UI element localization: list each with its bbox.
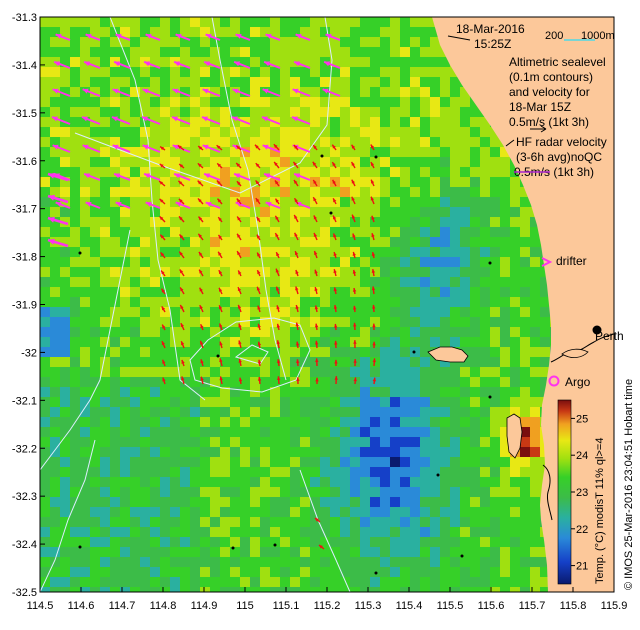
x-tick-label: 114.6 bbox=[68, 600, 95, 612]
y-tick-label: -31.6 bbox=[12, 156, 37, 168]
alt-legend-line-3: and velocity for bbox=[509, 85, 590, 99]
x-tick-label: 115.5 bbox=[437, 600, 464, 612]
argo-circle-icon bbox=[548, 375, 560, 387]
y-axis: -31.3 -31.4 -31.5 -31.6 -31.7 -31.8 -31.9 -32 -3… bbox=[12, 12, 45, 599]
x-tick-label: 115 bbox=[236, 600, 254, 612]
y-tick-label: -31.4 bbox=[12, 60, 37, 72]
swan-river bbox=[550, 333, 614, 363]
perth-dot-icon bbox=[592, 325, 602, 335]
x-tick-label: 115.8 bbox=[560, 600, 587, 612]
scale-unit: 1000m bbox=[581, 30, 615, 42]
alt-legend-line-5: 0.5m/s (1kt 3h) bbox=[509, 115, 589, 129]
altimetry-legend: Altimetric sealevel (0.1m contours) and … bbox=[509, 55, 606, 133]
y-tick-label: -32.3 bbox=[12, 491, 37, 503]
x-tick-label: 115.4 bbox=[396, 600, 423, 612]
perth-marker: Perth bbox=[592, 325, 624, 343]
drifter-legend: drifter bbox=[541, 254, 587, 268]
x-tick-label: 114.8 bbox=[150, 600, 177, 612]
alt-legend-line-1: Altimetric sealevel bbox=[509, 55, 606, 69]
y-tick-label: -31.8 bbox=[12, 252, 37, 264]
x-tick-label: 115.3 bbox=[355, 600, 382, 612]
y-tick-label: -31.7 bbox=[12, 204, 37, 216]
y-tick-label: -32.4 bbox=[12, 539, 37, 551]
header-annotation: 18-Mar-2016 15:25Z 200 1000m bbox=[447, 22, 615, 51]
header-date: 18-Mar-2016 bbox=[456, 22, 525, 36]
hf-legend-pointer bbox=[505, 139, 515, 147]
scale-label: 200 bbox=[545, 30, 563, 42]
y-tick-label: -32.1 bbox=[12, 395, 37, 407]
y-tick-label: -32.2 bbox=[12, 443, 37, 455]
peel-estuary bbox=[542, 464, 553, 521]
alt-legend-line-4: 18-Mar 15Z bbox=[509, 100, 571, 114]
y-tick-label: -31.9 bbox=[12, 300, 37, 312]
hf-legend-line-3: 0.5m/s (1kt 3h) bbox=[514, 165, 594, 179]
colorbar-label: Temp. (°C) modisT 11% ql>=4 bbox=[594, 438, 606, 584]
colorbar-tick-label: 25 bbox=[576, 413, 588, 425]
x-tick-label: 115.2 bbox=[314, 600, 341, 612]
colorbar-tick-label: 22 bbox=[576, 524, 588, 536]
colorbar-tick-label: 24 bbox=[576, 450, 588, 462]
colorbar-gradient bbox=[557, 399, 572, 585]
colorbar: 21 22 23 24 25 Temp. (°C) modisT 11% ql>=4 bbox=[557, 399, 606, 585]
rottnest-island bbox=[427, 346, 469, 363]
colorbar-tick-label: 23 bbox=[576, 487, 588, 499]
x-tick-label: 115.9 bbox=[601, 600, 628, 612]
argo-label: Argo bbox=[565, 375, 591, 389]
colorbar-ticks: 21 22 23 24 25 bbox=[571, 413, 588, 573]
alt-legend-line-2: (0.1m contours) bbox=[509, 70, 593, 84]
header-date-marker bbox=[447, 35, 471, 41]
x-axis: 114.5 114.6 114.7 114.8 114.9 115 115.1 115.2 11… bbox=[27, 587, 628, 612]
drifter-label: drifter bbox=[556, 254, 587, 268]
header-time: 15:25Z bbox=[474, 37, 511, 51]
hf-radar-velocity-arrows bbox=[158, 143, 377, 550]
altimetry-velocity-arrows bbox=[47, 33, 341, 248]
y-tick-label: -31.3 bbox=[12, 12, 37, 24]
credit-text: © IMOS 25-Mar-2016 23:04:51 Hobart time bbox=[623, 379, 635, 590]
drifter-tracks bbox=[78, 154, 492, 575]
colorbar-tick-label: 21 bbox=[576, 561, 588, 573]
alt-scale-arrow-head-icon bbox=[540, 125, 547, 133]
y-tick-label: -32 bbox=[21, 347, 37, 359]
x-tick-label: 114.9 bbox=[191, 600, 218, 612]
drifter-marker-icon bbox=[541, 257, 553, 267]
hf-radar-legend: HF radar velocity (3-6h avg)noQC 0.5m/s … bbox=[505, 135, 607, 179]
hf-legend-line-1: HF radar velocity bbox=[516, 135, 607, 149]
argo-marker: Argo bbox=[548, 375, 591, 389]
swan-river-estuary bbox=[561, 348, 589, 358]
x-tick-label: 114.7 bbox=[109, 600, 136, 612]
garden-island bbox=[506, 413, 523, 459]
x-tick-label: 115.1 bbox=[273, 600, 300, 612]
y-tick-label: -31.5 bbox=[12, 108, 37, 120]
x-tick-label: 115.6 bbox=[478, 600, 505, 612]
y-tick-label: -32.5 bbox=[12, 587, 37, 599]
hf-legend-line-2: (3-6h avg)noQC bbox=[516, 150, 602, 164]
x-tick-label: 115.7 bbox=[519, 600, 546, 612]
perth-label: Perth bbox=[595, 329, 624, 343]
x-tick-label: 114.5 bbox=[27, 600, 54, 612]
